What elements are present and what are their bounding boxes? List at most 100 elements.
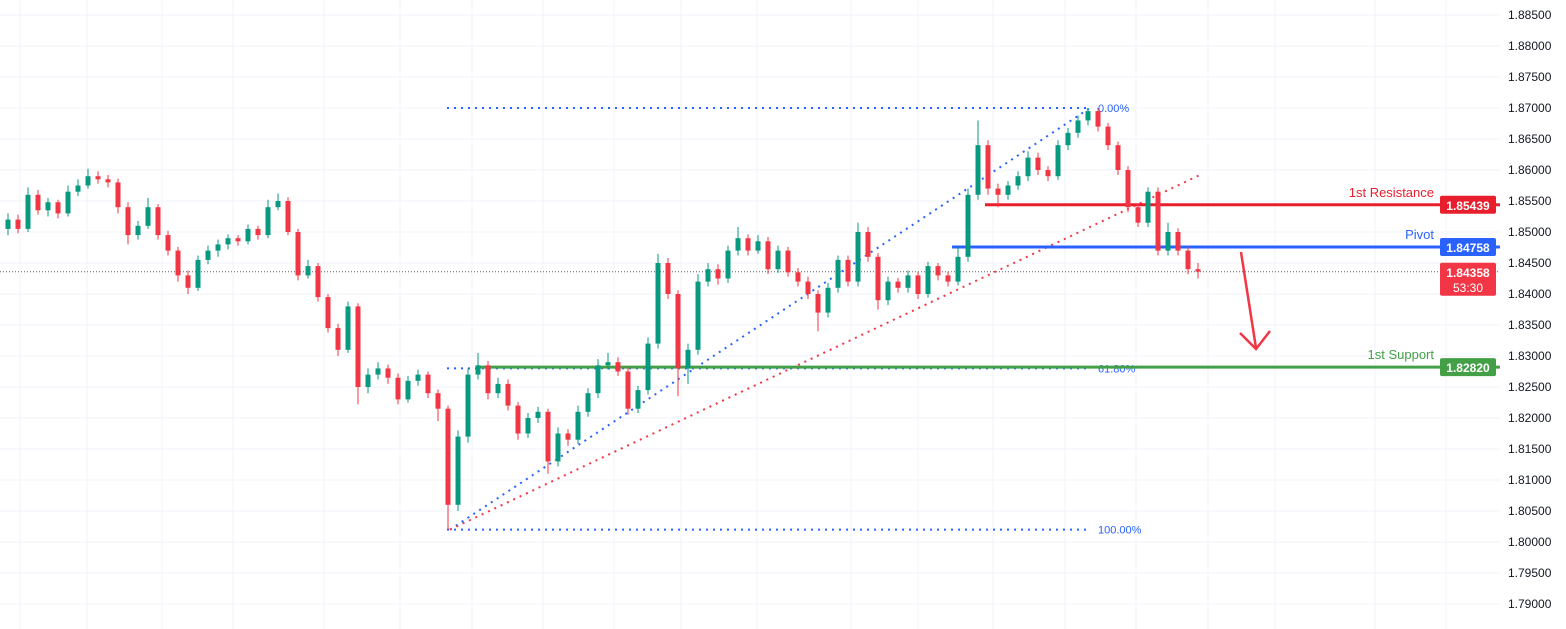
y-tick-label: 1.84000 xyxy=(1508,287,1552,301)
candle-up xyxy=(405,380,411,400)
candle-down xyxy=(765,241,771,270)
candle-down xyxy=(565,433,571,440)
candle-up xyxy=(145,207,151,226)
y-tick-label: 1.81000 xyxy=(1508,473,1552,487)
candle-up xyxy=(965,194,971,257)
candle-down xyxy=(505,383,511,406)
candle-up xyxy=(575,411,581,440)
level-label: Pivot xyxy=(1405,227,1434,242)
candle-up xyxy=(685,349,691,369)
candle-down xyxy=(175,250,181,276)
candle-up xyxy=(465,374,471,437)
y-tick-label: 1.86500 xyxy=(1508,132,1552,146)
candle-down xyxy=(1125,170,1131,208)
candle-up xyxy=(5,219,11,229)
y-tick-label: 1.88500 xyxy=(1508,8,1552,22)
candle-up xyxy=(495,383,501,394)
candle-down xyxy=(615,362,621,372)
candle-down xyxy=(1045,170,1051,177)
candle-up xyxy=(555,433,561,462)
y-tick-label: 1.83000 xyxy=(1508,349,1552,363)
candle-down xyxy=(995,188,1001,195)
y-tick-label: 1.79000 xyxy=(1508,597,1552,611)
candle-down xyxy=(335,328,341,350)
candle-down xyxy=(745,238,751,251)
candle-up xyxy=(885,281,891,301)
candle-down xyxy=(155,207,161,236)
y-tick-label: 1.85000 xyxy=(1508,225,1552,239)
candle-down xyxy=(1185,250,1191,270)
candle-down xyxy=(1175,232,1181,251)
price-tag: 1.82820 xyxy=(1446,361,1490,375)
y-tick-label: 1.83500 xyxy=(1508,318,1552,332)
candle-down xyxy=(1135,207,1141,223)
candle-down xyxy=(385,368,391,378)
candle-up xyxy=(605,362,611,366)
candle-down xyxy=(115,182,121,208)
candle-down xyxy=(935,266,941,276)
candle-up xyxy=(275,201,281,208)
candle-up xyxy=(695,281,701,350)
candle-down xyxy=(545,411,551,462)
candle-down xyxy=(315,266,321,298)
candle-up xyxy=(755,241,761,251)
price-tag: 1.85439 xyxy=(1446,199,1490,213)
candle-down xyxy=(805,281,811,294)
candle-up xyxy=(75,185,81,192)
candle-down xyxy=(985,145,991,189)
candle-down xyxy=(1115,145,1121,170)
candle-down xyxy=(1195,269,1201,272)
candle-down xyxy=(395,377,401,400)
y-tick-label: 1.86000 xyxy=(1508,163,1552,177)
candle-down xyxy=(895,281,901,288)
countdown-timer: 53:30 xyxy=(1453,281,1483,295)
current-price-tag: 1.84358 xyxy=(1446,266,1490,280)
candle-down xyxy=(95,176,101,180)
level-label: 1st Resistance xyxy=(1349,185,1434,200)
candle-down xyxy=(785,250,791,273)
candle-down xyxy=(435,393,441,409)
candle-down xyxy=(875,256,881,301)
candle-up xyxy=(905,275,911,288)
candle-down xyxy=(1095,111,1101,127)
candle-up xyxy=(1015,176,1021,186)
arrow-head-icon xyxy=(1239,330,1271,351)
candle-up xyxy=(855,232,861,282)
candle-up xyxy=(585,393,591,412)
price-tag-bg xyxy=(1440,195,1496,214)
candle-up xyxy=(25,194,31,229)
candle-up xyxy=(1165,232,1171,251)
candle-up xyxy=(975,145,981,195)
candle-down xyxy=(425,374,431,394)
y-tick-label: 1.88000 xyxy=(1508,39,1552,53)
candles xyxy=(5,108,1201,530)
arrow-down-icon xyxy=(1239,251,1258,349)
candle-up xyxy=(635,390,641,409)
candle-up xyxy=(45,202,51,211)
candle-down xyxy=(815,294,821,313)
level-label: 1st Support xyxy=(1368,347,1435,362)
candle-down xyxy=(35,194,41,211)
candle-up xyxy=(735,238,741,251)
candle-up xyxy=(305,266,311,276)
candle-down xyxy=(675,294,681,369)
y-axis[interactable]: 1.79000 1.79500 1.80000 1.80500 1.81000 1.815… xyxy=(1508,8,1552,611)
candle-up xyxy=(1055,145,1061,177)
candle-down xyxy=(55,202,61,214)
candle-down xyxy=(865,232,871,257)
price-tag: 1.84758 xyxy=(1446,241,1490,255)
candle-up xyxy=(205,250,211,260)
candle-up xyxy=(825,287,831,313)
candle-down xyxy=(295,232,301,276)
candle-up xyxy=(455,436,461,505)
y-tick-label: 1.84500 xyxy=(1508,256,1552,270)
candle-down xyxy=(1155,191,1161,251)
candle-up xyxy=(835,259,841,288)
candle-up xyxy=(85,176,91,186)
candle-up xyxy=(1065,132,1071,146)
candle-up xyxy=(775,250,781,270)
candle-down xyxy=(945,275,951,282)
candle-up xyxy=(725,250,731,279)
